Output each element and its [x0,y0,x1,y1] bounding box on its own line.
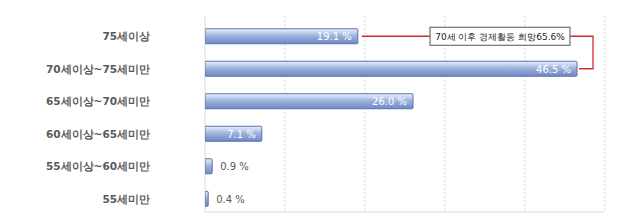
data-label: 46.5 % [536,64,571,75]
category-label: 60세이상~65세미만 [46,128,150,140]
bar [205,61,577,76]
chart-root: 75세이상 70세이상~75세미만 65세이상~70세미만 60세이상~65세미만 55… [0,0,640,213]
category-label: 55세미만 [102,193,150,205]
annotation: 70세 이후 경제활동 희망65.6% [435,32,565,42]
category-label: 55세이상~60세미만 [46,160,150,172]
grid-line [285,16,286,212]
data-label: 7.1 % [227,129,256,140]
bar [205,159,212,174]
bars [205,29,577,207]
annotation-connector [362,36,430,37]
annotation-connector [570,36,593,69]
chart-svg: 75세이상 70세이상~75세미만 65세이상~70세미만 60세이상~65세미만 55… [0,0,640,213]
data-label: 0.4 % [216,194,245,205]
category-label: 65세이상~70세미만 [46,95,150,107]
grid-line [605,16,606,212]
bar [205,191,208,206]
annotation-box [430,27,570,45]
bar [205,29,358,44]
category-label: 70세이상~75세미만 [46,63,150,75]
category-label: 75세이상 [102,30,150,42]
data-label: 0.9 % [220,161,249,172]
data-label: 26.0 % [372,96,407,107]
grid-line [365,16,366,212]
data-label: 19.1 % [317,31,352,42]
bar [205,94,413,109]
bar [205,126,262,141]
x-axis-line [205,212,605,213]
grid-line [205,16,206,212]
